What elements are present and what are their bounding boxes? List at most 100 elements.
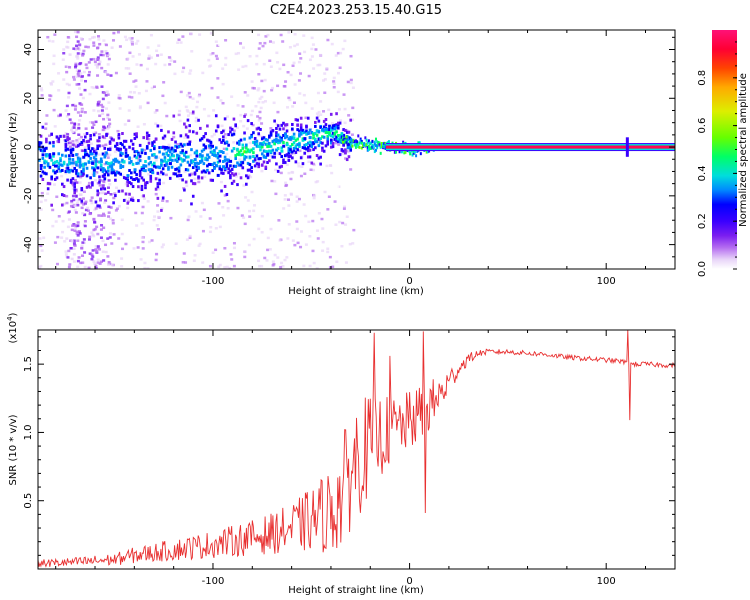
spectrogram-cell [72, 247, 76, 250]
spectrogram-cell [103, 201, 107, 204]
spectrogram-cell [159, 124, 163, 128]
spectrogram-cell [138, 105, 142, 108]
spectrogram-cell [50, 132, 53, 136]
spectrogram-cell [124, 67, 128, 70]
spectrogram-cell [92, 156, 96, 160]
spectrogram-cell [211, 251, 215, 254]
spectrogram-cell [82, 238, 86, 241]
spectrogram-cell [276, 84, 280, 88]
spectrogram-cell [53, 241, 57, 244]
spectrogram-cell [98, 144, 101, 148]
spectrogram-cell [87, 144, 91, 148]
spectrogram-cell [304, 101, 308, 105]
spectrogram-cell [149, 177, 153, 181]
spectrogram-cell [199, 126, 202, 130]
spectrogram-cell [341, 138, 344, 142]
spectrogram-cell [343, 133, 346, 137]
spectrogram-cell [77, 74, 81, 78]
spectrogram-cell [98, 180, 101, 184]
spectrogram-cell [121, 160, 124, 164]
spectrogram-cell [172, 149, 176, 153]
spectrogram-cell [217, 202, 221, 205]
spectrogram-cell [84, 153, 87, 157]
spectrogram-cell [341, 47, 345, 51]
spectrogram-cell [349, 140, 352, 144]
spectrogram-cell [301, 131, 305, 135]
spectrogram-cell [81, 65, 85, 69]
spectrogram-cell [46, 187, 50, 191]
spectrogram-cell [214, 114, 218, 118]
spectrogram-cell [184, 155, 188, 159]
spectrogram-cell [241, 146, 245, 150]
spectrogram-cell [124, 176, 128, 180]
spectrogram-cell [104, 49, 108, 53]
spectrogram-cell [140, 176, 144, 180]
spectrogram-cell [57, 161, 61, 165]
spectrogram-cell [312, 196, 316, 200]
spectrogram-cell [46, 192, 50, 195]
spectrogram-cell [328, 266, 332, 269]
spectrogram-cell [80, 201, 84, 205]
spectrogram-cell [108, 141, 112, 145]
spectrogram-cell [229, 176, 232, 180]
spectrogram-cell [65, 104, 69, 108]
spectrogram-cell [71, 153, 75, 157]
spectrogram-cell [89, 156, 92, 160]
spectrogram-cell [216, 44, 220, 47]
spectrogram-cell [73, 229, 77, 232]
spectrogram-cell [174, 144, 177, 148]
spectrogram-cell [61, 193, 64, 197]
spectrogram-cell [305, 129, 308, 133]
spectrogram-cell [191, 97, 195, 100]
spectrogram-marks [38, 30, 675, 269]
spectrogram-cell [393, 150, 396, 154]
spectrogram-cell [213, 166, 216, 170]
spectrogram-cell [376, 140, 379, 144]
spectrogram-cell [99, 163, 103, 167]
spectrogram-cell [236, 141, 239, 145]
spectrogram-cell [302, 264, 306, 268]
spectrogram-cell [283, 85, 287, 88]
spectrogram-cell [337, 143, 341, 146]
spectrogram-cell [222, 129, 225, 133]
spectrogram-cell [157, 44, 161, 47]
spectrogram-cell [129, 157, 133, 160]
spectrogram-cell [73, 182, 76, 186]
spectrogram-cell [114, 173, 117, 177]
spectrogram-cell [283, 136, 287, 140]
spectrogram-cell [242, 124, 246, 128]
spectrogram-cell [66, 46, 70, 49]
spectrogram-cell [94, 200, 98, 204]
spectrogram-cell [78, 165, 82, 169]
spectrogram-cell [208, 65, 212, 68]
spectrogram-cell [55, 195, 59, 199]
spectrogram-cell [153, 140, 156, 144]
spectrogram-cell [297, 79, 301, 82]
spectrogram-cell [170, 137, 174, 141]
spectrogram-cell [347, 136, 351, 140]
spectrogram-cell [135, 132, 138, 136]
spectrogram-cell [189, 69, 193, 72]
spectrogram-cell [158, 146, 161, 150]
spectrogram-cell [66, 147, 69, 151]
spectrogram-cell [297, 164, 301, 168]
spectrogram-cell [101, 135, 105, 139]
spectrogram-cell [134, 79, 138, 82]
spectrogram-cell [324, 123, 328, 127]
spectrogram-cell [100, 66, 104, 70]
spectrogram-cell [110, 163, 114, 167]
spectrogram-cell [103, 146, 107, 150]
spectrogram-cell [253, 204, 257, 207]
spectrogram-cell [151, 153, 154, 157]
spectrogram-cell [139, 243, 143, 246]
spectrogram-cell [287, 146, 291, 150]
spectrogram-cell [271, 86, 275, 90]
spectrogram-cell [83, 202, 87, 205]
spectrogram-cell [52, 169, 55, 173]
spectrogram-cell [191, 159, 195, 163]
spectrogram-cell [282, 207, 286, 210]
spectrogram-cell [236, 161, 239, 165]
spectrogram-cell [213, 151, 216, 155]
spectrogram-cell [336, 71, 340, 75]
spectrogram-cell [114, 209, 118, 212]
